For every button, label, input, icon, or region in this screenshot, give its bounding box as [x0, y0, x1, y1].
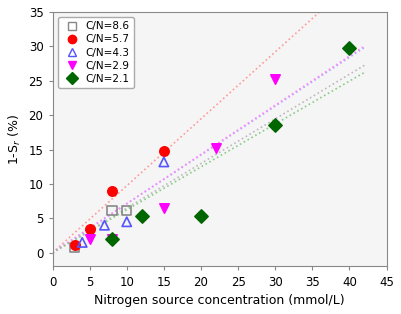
C/N=4.3 — [79, 240, 85, 245]
C/N=2.9 — [87, 236, 93, 241]
C/N=5.7 — [71, 243, 78, 248]
C/N=5.7 — [109, 188, 115, 193]
C/N=8.6 — [71, 245, 78, 250]
X-axis label: Nitrogen source concentration (mmol/L): Nitrogen source concentration (mmol/L) — [94, 294, 345, 307]
C/N=2.9 — [109, 236, 115, 241]
C/N=2.1 — [109, 236, 115, 241]
C/N=4.3 — [101, 223, 108, 228]
C/N=2.9 — [213, 146, 219, 151]
C/N=2.9 — [161, 205, 167, 210]
C/N=5.7 — [87, 227, 93, 232]
C/N=4.3 — [161, 160, 167, 165]
C/N=2.1 — [346, 45, 353, 50]
Legend: C/N=8.6, C/N=5.7, C/N=4.3, C/N=2.9, C/N=2.1: C/N=8.6, C/N=5.7, C/N=4.3, C/N=2.9, C/N=… — [58, 17, 134, 88]
C/N=2.1 — [198, 213, 204, 218]
C/N=2.1 — [272, 122, 278, 127]
C/N=8.6 — [109, 208, 115, 213]
C/N=5.7 — [161, 149, 167, 154]
C/N=4.3 — [124, 219, 130, 224]
C/N=8.6 — [124, 208, 130, 213]
Y-axis label: 1-S$_r$ (%): 1-S$_r$ (%) — [7, 114, 23, 165]
C/N=2.1 — [138, 213, 145, 218]
C/N=2.9 — [272, 77, 278, 82]
